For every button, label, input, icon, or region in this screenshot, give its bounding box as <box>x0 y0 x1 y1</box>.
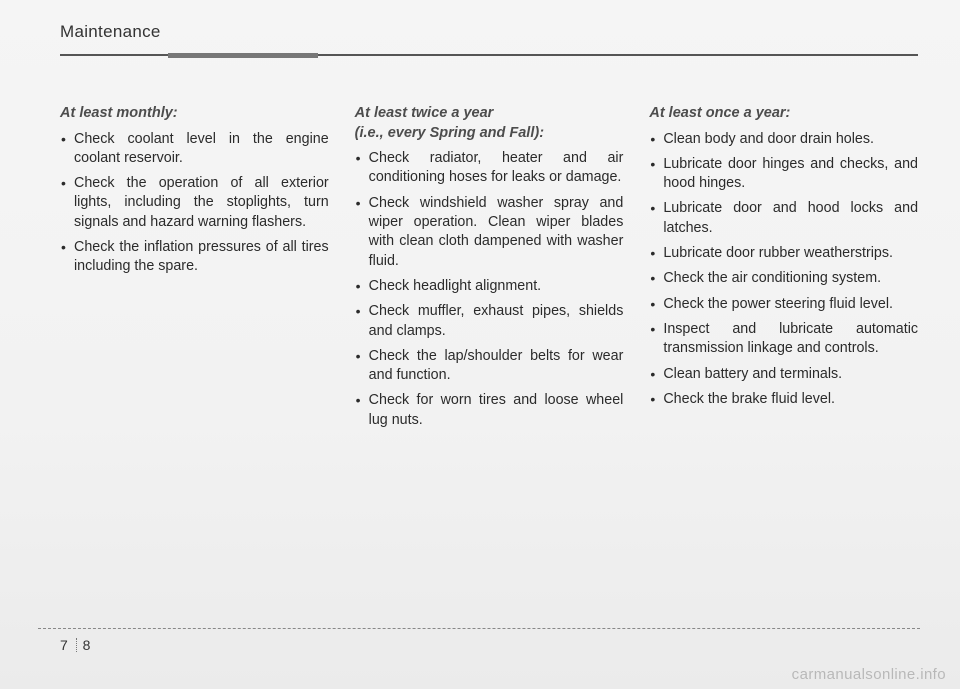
list-item: Lubricate door rubber weatherstrips. <box>649 244 918 263</box>
list-twice-year: Check radiator, heater and air condition… <box>355 149 624 430</box>
manual-page: Maintenance At least monthly: Check cool… <box>0 0 960 689</box>
subhead-once-year: At least once a year: <box>649 104 918 124</box>
subhead-line: (i.e., every Spring and Fall): <box>355 125 544 141</box>
list-item: Check headlight alignment. <box>355 277 624 296</box>
content-columns: At least monthly: Check coolant level in… <box>60 56 918 436</box>
list-item: Lubricate door and hood locks and latche… <box>649 199 918 238</box>
subhead-monthly: At least monthly: <box>60 104 329 124</box>
watermark-text: carmanualsonline.info <box>792 666 946 683</box>
list-item: Check the operation of all exterior ligh… <box>60 174 329 232</box>
list-once-year: Clean body and door drain holes. Lubrica… <box>649 130 918 410</box>
list-item: Check the lap/shoulder belts for wear an… <box>355 347 624 386</box>
list-item: Clean body and door drain holes. <box>649 130 918 149</box>
list-item: Check the brake fluid level. <box>649 390 918 409</box>
page-number: 7 8 <box>60 637 90 653</box>
list-item: Check the air conditioning system. <box>649 269 918 288</box>
page-num-divider <box>76 638 77 652</box>
list-item: Check for worn tires and loose wheel lug… <box>355 391 624 430</box>
list-monthly: Check coolant level in the engine coolan… <box>60 130 329 277</box>
chapter-number: 7 <box>60 637 68 653</box>
column-left: At least monthly: Check coolant level in… <box>60 104 329 436</box>
list-item: Inspect and lubricate automatic transmis… <box>649 320 918 359</box>
column-middle: At least twice a year (i.e., every Sprin… <box>355 104 624 436</box>
subhead-line: At least twice a year <box>355 105 494 121</box>
list-item: Check muffler, exhaust pipes, shields an… <box>355 302 624 341</box>
section-title: Maintenance <box>60 22 918 46</box>
page-header: Maintenance <box>60 22 918 56</box>
list-item: Clean battery and terminals. <box>649 365 918 384</box>
list-item: Check radiator, heater and air condition… <box>355 149 624 188</box>
footer-rule <box>38 628 920 629</box>
list-item: Lubricate door hinges and checks, and ho… <box>649 155 918 194</box>
list-item: Check coolant level in the engine coolan… <box>60 130 329 169</box>
column-right: At least once a year: Clean body and doo… <box>649 104 918 436</box>
subhead-twice-year: At least twice a year (i.e., every Sprin… <box>355 104 624 143</box>
list-item: Check windshield washer spray and wiper … <box>355 194 624 271</box>
list-item: Check the inflation pressures of all tir… <box>60 238 329 277</box>
header-accent-bar <box>168 53 318 58</box>
list-item: Check the power steering fluid level. <box>649 295 918 314</box>
page-index: 8 <box>83 637 91 653</box>
